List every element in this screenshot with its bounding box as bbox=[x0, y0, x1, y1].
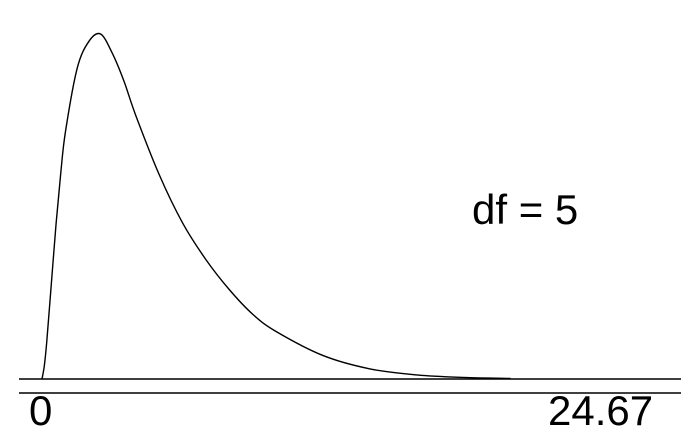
x-tick-label-max: 24.67 bbox=[548, 387, 653, 432]
chi-square-curve bbox=[41, 32, 511, 380]
x-tick-label-min: 0 bbox=[29, 387, 52, 432]
df-annotation: df = 5 bbox=[472, 186, 578, 233]
